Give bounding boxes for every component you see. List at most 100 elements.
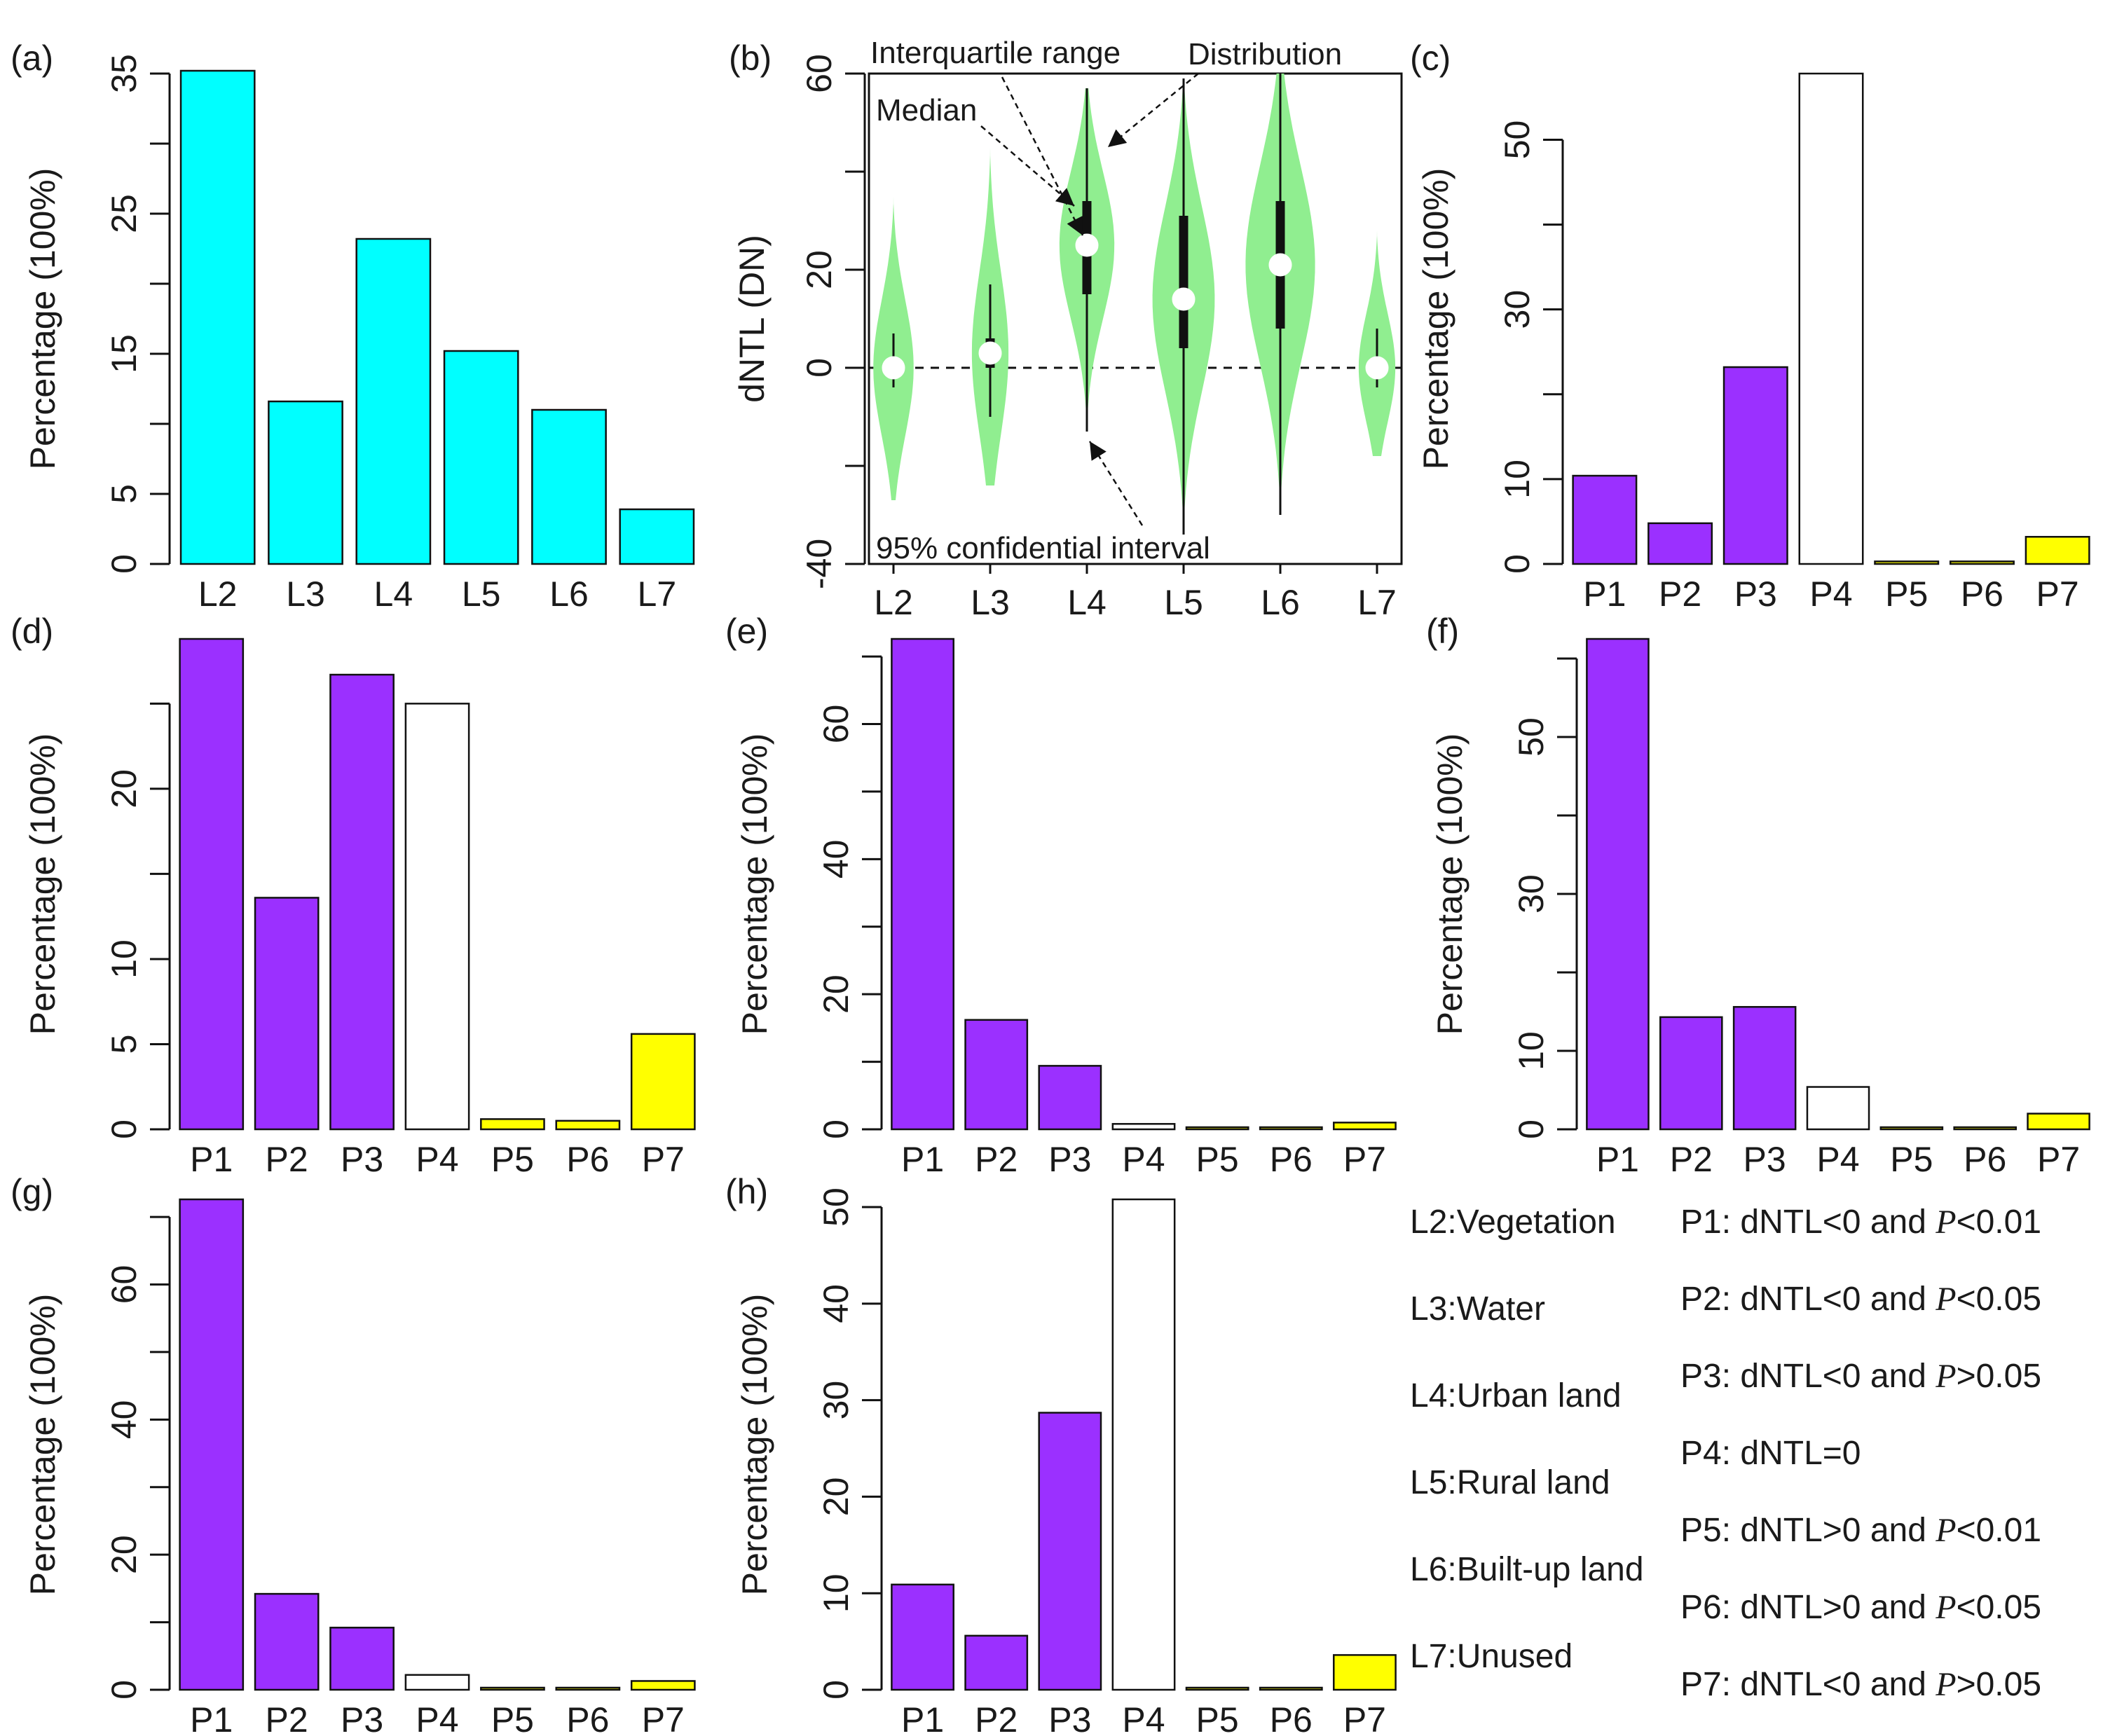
bar-p6: [555, 1120, 621, 1131]
x-tick-label: L2: [198, 574, 238, 614]
x-tick-label: P1: [190, 1140, 233, 1179]
y-tick-label: 0: [104, 554, 144, 574]
bar-p2: [964, 1634, 1029, 1691]
x-tick-label: P1: [1596, 1140, 1639, 1179]
x-tick-label: P4: [416, 1700, 458, 1736]
x-tick-label: P1: [901, 1700, 944, 1736]
y-tick-label: 40: [816, 840, 856, 879]
median-dot-l2: [882, 356, 905, 380]
bar-l6: [531, 408, 607, 565]
x-tick-label: P2: [266, 1140, 308, 1179]
y-tick-label: 10: [816, 1573, 856, 1613]
x-tick-label: L5: [462, 574, 501, 614]
bar-p5: [1879, 1126, 1944, 1131]
y-tick-label: 20: [104, 769, 144, 808]
x-tick-label: L7: [1357, 583, 1397, 622]
x-tick-label: P7: [642, 1140, 685, 1179]
y-tick-label: 30: [816, 1381, 856, 1420]
bar-p4: [1111, 1198, 1176, 1691]
x-tick-label: L2: [874, 583, 913, 622]
y-tick-label: 0: [800, 358, 839, 378]
bar-p1: [891, 1583, 954, 1691]
bar-p3: [1038, 1412, 1102, 1691]
bar-p7: [1333, 1654, 1397, 1691]
y-tick-label: 10: [1512, 1031, 1551, 1070]
bar-p6: [555, 1686, 621, 1691]
x-tick-label: L7: [638, 574, 677, 614]
panel-label: (d): [11, 612, 53, 651]
x-tick-label: P5: [491, 1140, 534, 1179]
panel-label: (e): [725, 612, 768, 651]
bar-p5: [1185, 1686, 1249, 1691]
y-tick-label: 5: [104, 1035, 144, 1054]
y-tick-label: 0: [816, 1120, 856, 1139]
x-tick-label: P4: [1122, 1140, 1165, 1179]
y-tick-label: 40: [104, 1400, 144, 1440]
arrow-iqr: [1001, 76, 1084, 236]
y-axis-title: Percentage (100%): [735, 1294, 774, 1596]
legend-pattern-item: P2: dNTL<0 and P<0.05: [1680, 1281, 2041, 1318]
x-tick-label: L4: [374, 574, 413, 614]
bar-p5: [480, 1118, 545, 1131]
y-tick-label: 10: [104, 939, 144, 979]
bar-p1: [179, 1198, 245, 1691]
x-tick-label: P6: [1961, 574, 2003, 614]
legend-pattern-item: P4: dNTL=0: [1680, 1435, 1861, 1472]
y-tick-label: 0: [816, 1680, 856, 1700]
bar-p3: [1038, 1065, 1102, 1131]
bar-p6: [1953, 1126, 2018, 1131]
bar-p3: [1722, 366, 1788, 565]
median-dot-l4: [1075, 233, 1099, 257]
x-tick-label: P4: [1809, 574, 1852, 614]
x-tick-label: L4: [1067, 583, 1107, 622]
bar-p7: [1333, 1122, 1397, 1131]
bar-p6: [1259, 1126, 1323, 1131]
bar-l2: [179, 69, 256, 565]
annot-distribution: Distribution: [1188, 37, 1342, 71]
x-tick-label: P7: [1343, 1140, 1386, 1179]
x-tick-label: P1: [901, 1140, 944, 1179]
y-tick-label: 60: [800, 54, 839, 93]
x-tick-label: P2: [1659, 574, 1701, 614]
chart-panel-a: (a) 0 5 15 25 35 Percentage (100%) L2 L3 L4 L5 L6 L7: [11, 39, 695, 614]
y-tick-label: 20: [816, 974, 856, 1014]
x-tick-label: P2: [266, 1700, 308, 1736]
x-tick-label: P6: [1270, 1700, 1313, 1736]
x-tick-label: P2: [975, 1700, 1018, 1736]
y-axis-title: dNTL (DN): [732, 235, 772, 403]
bar-p1: [891, 638, 954, 1131]
bar-p2: [1648, 522, 1713, 565]
x-tick-label: L3: [971, 583, 1010, 622]
bar-p6: [1259, 1686, 1323, 1691]
bar-l3: [268, 400, 343, 565]
y-axis-title: Percentage (100%): [1430, 733, 1470, 1035]
x-tick-label: P4: [416, 1140, 458, 1179]
arrow-ci: [1088, 441, 1144, 526]
y-tick-label: 0: [1498, 554, 1537, 574]
y-axis-title: Percentage (100%): [735, 733, 774, 1035]
y-tick-label: 60: [104, 1265, 144, 1304]
y-tick-label: 20: [800, 250, 839, 289]
y-tick-label: 35: [104, 54, 144, 93]
legend-land-item: L7:Unused: [1410, 1638, 1573, 1675]
chart-panel-c: (c) 0 10 30 50 Percentage (100%) P1 P2 P3 P4 P5 P6 P…: [1410, 39, 2090, 614]
panel-label: (c): [1410, 39, 1451, 78]
chart-panel-e: (e) 0 20 40 60 Percentage (100%) P1 P2 P3 P4 P5 P6 P…: [725, 612, 1397, 1179]
x-tick-label: P3: [1048, 1140, 1091, 1179]
bar-p7: [630, 1680, 696, 1691]
x-tick-label: P7: [2037, 1140, 2080, 1179]
legend-patterns: P1: dNTL<0 and P<0.01 P2: dNTL<0 and P<0…: [1680, 1204, 2041, 1703]
y-tick-label: -40: [800, 539, 839, 589]
y-tick-label: 20: [104, 1535, 144, 1574]
x-tick-label: P4: [1122, 1700, 1165, 1736]
x-tick-label: P2: [975, 1140, 1018, 1179]
annot-iqr: Interquartile range: [870, 36, 1121, 70]
x-tick-label: L5: [1164, 583, 1203, 622]
y-tick-label: 60: [816, 705, 856, 744]
bar-p2: [964, 1019, 1029, 1131]
bar-p4: [1111, 1123, 1176, 1131]
bar-l4: [355, 237, 432, 565]
bar-p4: [1798, 72, 1864, 565]
x-tick-label: P4: [1816, 1140, 1859, 1179]
